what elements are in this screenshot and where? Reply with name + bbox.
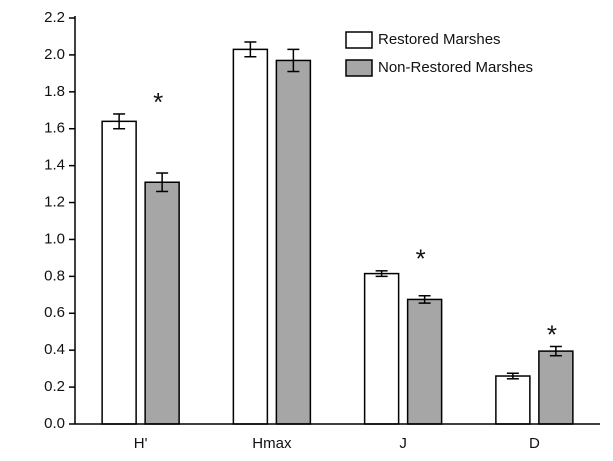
y-tick-label: 1.0 (44, 230, 65, 247)
bar (144, 181, 180, 425)
bar (495, 375, 531, 425)
y-tick-label: 0.6 (44, 304, 65, 321)
y-tick-label: 2.2 (44, 9, 65, 26)
significance-mark: * (416, 244, 426, 274)
bar (275, 59, 312, 425)
legend-swatch (345, 59, 373, 77)
x-tick-label: H' (134, 435, 148, 452)
y-tick-label: 0.0 (44, 415, 65, 432)
significance-mark: * (153, 87, 163, 117)
y-tick-label: 2.0 (44, 46, 65, 63)
x-tick-label: Hmax (252, 435, 292, 452)
y-tick-label: 0.8 (44, 267, 65, 284)
y-tick-label: 1.2 (44, 194, 65, 211)
y-tick-label: 1.4 (44, 157, 65, 174)
y-tick-label: 0.4 (44, 341, 65, 358)
y-tick-label: 0.2 (44, 378, 65, 395)
legend-label: Restored Marshes (378, 31, 501, 48)
bar (406, 298, 443, 425)
bar (232, 48, 269, 425)
x-tick-label: D (529, 435, 540, 452)
significance-mark: * (547, 319, 557, 349)
x-tick-label: J (399, 435, 407, 452)
legend-label: Non-Restored Marshes (378, 59, 533, 76)
y-tick-label: 1.6 (44, 120, 65, 137)
legend-swatch (345, 31, 373, 49)
bar (538, 350, 574, 425)
bar (363, 272, 400, 425)
bar (101, 120, 137, 425)
y-tick-label: 1.8 (44, 83, 65, 100)
